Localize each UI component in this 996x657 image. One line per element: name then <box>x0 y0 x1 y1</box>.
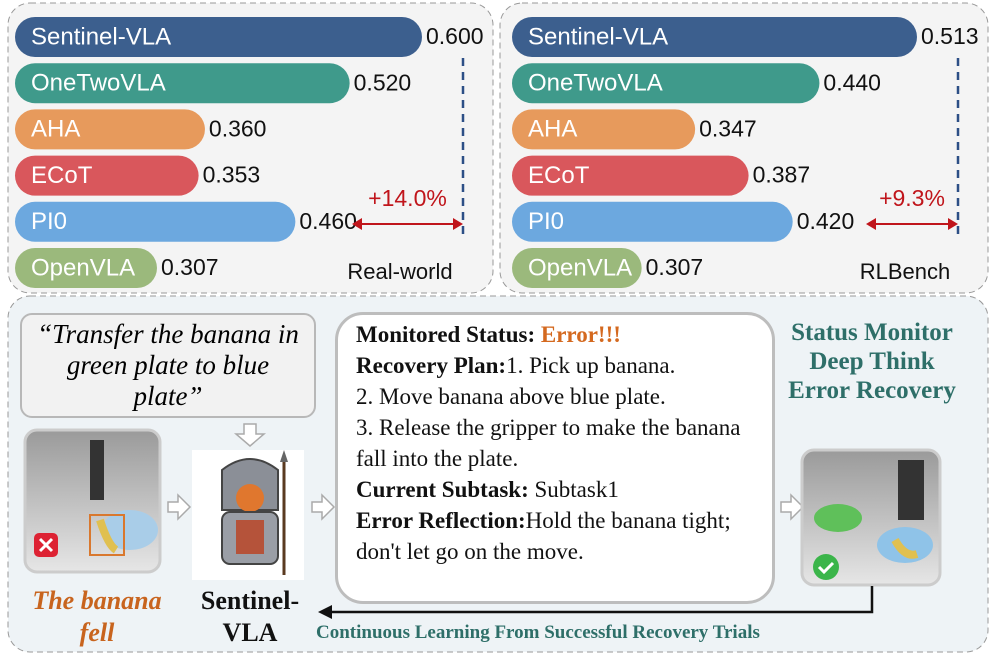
status-value: Error!!! <box>540 322 621 347</box>
arrow-head <box>318 605 332 619</box>
label: Current Subtask: <box>356 477 529 502</box>
subtask: Subtask1 <box>534 477 619 502</box>
plate <box>814 504 862 532</box>
bar <box>512 201 793 242</box>
value-label: 0.387 <box>753 162 811 188</box>
success-badge <box>813 554 839 580</box>
success-icon <box>817 561 835 575</box>
status-box: Monitored Status: Error!!! Recovery Plan… <box>335 312 775 604</box>
bar-label: Sentinel-VLA <box>31 23 171 50</box>
arrow <box>311 493 336 521</box>
capabilities: Status Monitor Deep Think Error Recovery <box>772 318 972 405</box>
label: Monitored Status: <box>356 322 536 347</box>
highlight <box>89 514 125 556</box>
bar-label: Sentinel-VLA <box>528 23 668 50</box>
capability: Status Monitor <box>791 319 953 346</box>
bar <box>15 17 422 57</box>
annotation: +14.0% <box>368 185 447 211</box>
bar-label: OneTwoVLA <box>31 70 166 97</box>
value-label: 0.600 <box>426 23 484 49</box>
bar-label: AHA <box>31 116 80 143</box>
bar-label: AHA <box>528 116 577 143</box>
annotation: +9.3% <box>879 185 945 211</box>
gripper <box>90 440 104 500</box>
bar <box>512 248 642 288</box>
value-label: 0.513 <box>921 23 979 49</box>
plan-step: 2. Move banana above blue plate. <box>356 384 666 409</box>
bar <box>15 63 350 104</box>
bar <box>15 155 199 196</box>
loop-arrow <box>330 586 874 614</box>
arrow <box>780 493 805 521</box>
label: Recovery Plan: <box>356 353 507 378</box>
value-label: 0.460 <box>299 208 357 234</box>
chart-title: Real-world <box>347 259 452 284</box>
capability: Deep Think <box>809 348 935 375</box>
plan-step: 3. Release the gripper to make the banan… <box>356 415 741 471</box>
model-label: Sentinel-VLA <box>200 586 300 647</box>
bar-label: PI0 <box>528 208 564 235</box>
bar <box>512 63 820 104</box>
arrow <box>167 493 192 521</box>
capability: Error Recovery <box>788 377 956 404</box>
bar-label: ECoT <box>31 162 93 189</box>
reflection: Hold the banana tight; don't let go on t… <box>356 508 731 564</box>
label: Error Reflection: <box>356 508 526 533</box>
bar <box>15 109 205 150</box>
mascot <box>192 450 304 580</box>
value-label: 0.440 <box>823 69 881 95</box>
bar <box>15 201 296 242</box>
value-label: 0.353 <box>203 162 261 188</box>
bar <box>15 248 157 288</box>
plan-step: 1. Pick up banana. <box>506 353 676 378</box>
plate <box>102 510 158 550</box>
bar <box>512 17 917 57</box>
value-label: 0.520 <box>354 69 412 95</box>
value-label: 0.307 <box>161 254 219 280</box>
bar <box>512 109 696 150</box>
plate <box>877 527 933 563</box>
value-label: 0.420 <box>797 208 855 234</box>
instruction: “Transfer the banana in green plate to b… <box>20 313 316 418</box>
fail-icon <box>38 537 54 553</box>
arrow-head <box>866 218 958 230</box>
loop-caption: Continuous Learning From Successful Reco… <box>316 622 760 643</box>
value-label: 0.360 <box>209 115 267 141</box>
banana <box>96 518 119 554</box>
bar-label: OneTwoVLA <box>528 70 663 97</box>
bar-label: OpenVLA <box>528 254 632 281</box>
value-label: 0.307 <box>646 254 704 280</box>
bar <box>512 155 749 196</box>
bar-label: ECoT <box>528 162 590 189</box>
arrow <box>233 423 267 447</box>
bar-label: PI0 <box>31 208 67 235</box>
failure-caption: The banana fell <box>32 586 162 647</box>
chart-title: RLBench <box>860 259 951 284</box>
banana <box>891 537 919 559</box>
gripper <box>898 460 924 520</box>
bar-label: OpenVLA <box>31 254 135 281</box>
value-label: 0.347 <box>699 115 757 141</box>
